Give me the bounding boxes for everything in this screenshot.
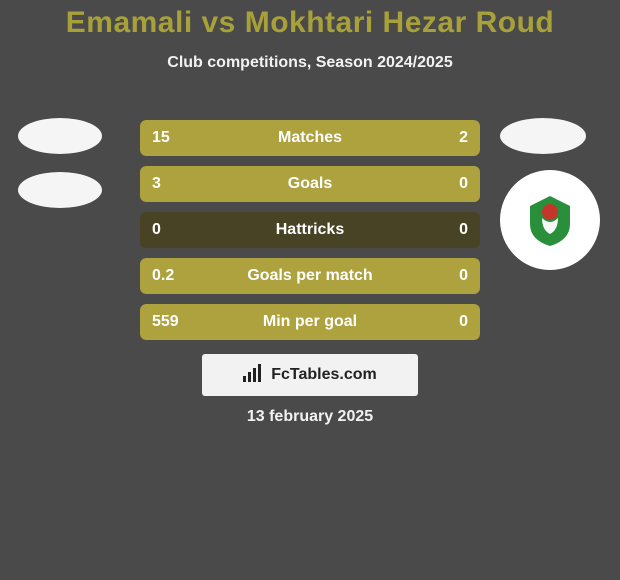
club-badge: [500, 170, 600, 270]
stat-value-right: 0: [459, 304, 468, 340]
stat-value-left: 3: [152, 166, 161, 202]
stat-row: Min per goal559 0: [140, 304, 480, 340]
stat-label: Goals per match: [140, 258, 480, 294]
brand-badge: FcTables.com: [202, 354, 418, 396]
stat-value-right: 2: [459, 120, 468, 156]
stat-label: Hattricks: [140, 212, 480, 248]
page-subtitle: Club competitions, Season 2024/2025: [0, 54, 620, 72]
chart-icon: [243, 364, 265, 387]
stat-label: Min per goal: [140, 304, 480, 340]
stat-value-left: 559: [152, 304, 179, 340]
stat-value-left: 0: [152, 212, 161, 248]
stat-value-right: 0: [459, 166, 468, 202]
player-avatar-right: [500, 118, 586, 154]
stat-row: Hattricks0 0: [140, 212, 480, 248]
club-logo-icon: [520, 190, 580, 250]
stat-row: Matches15 2: [140, 120, 480, 156]
stat-value-right: 0: [459, 258, 468, 294]
page-title: Emamali vs Mokhtari Hezar Roud: [0, 0, 620, 40]
stat-value-left: 15: [152, 120, 170, 156]
stat-row: Goals per match0.2 0: [140, 258, 480, 294]
comparison-infographic: Emamali vs Mokhtari Hezar Roud Club comp…: [0, 0, 620, 580]
player-avatar-left-1: [18, 118, 102, 154]
stat-label: Goals: [140, 166, 480, 202]
stat-label: Matches: [140, 120, 480, 156]
stat-value-right: 0: [459, 212, 468, 248]
brand-text: FcTables.com: [271, 366, 377, 384]
stats-panel: Matches152Goals30Hattricks00Goals per ma…: [140, 120, 480, 350]
stat-value-left: 0.2: [152, 258, 174, 294]
player-avatar-left-2: [18, 172, 102, 208]
stat-row: Goals3 0: [140, 166, 480, 202]
date-text: 13 february 2025: [0, 408, 620, 426]
